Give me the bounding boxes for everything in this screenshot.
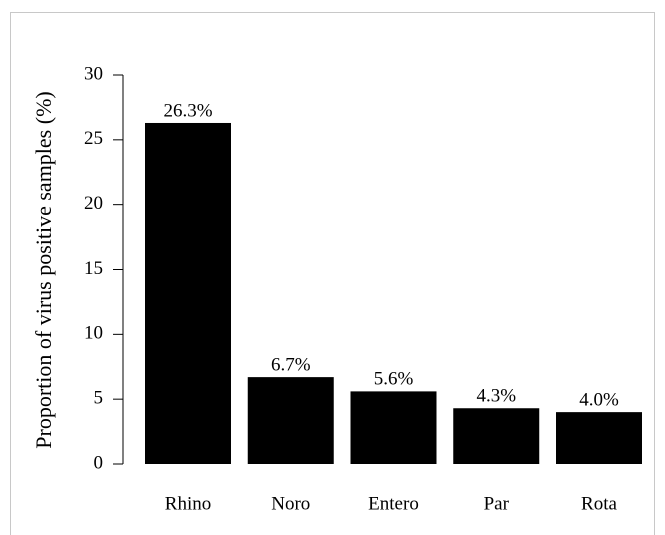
y-tick-label: 5 [94,388,104,409]
x-tick-label: Rhino [165,493,211,514]
y-tick-label: 15 [84,258,103,279]
value-label: 4.3% [476,386,516,407]
x-tick-label: Entero [368,493,419,514]
x-tick-label: Noro [271,493,310,514]
bar [453,408,540,464]
y-axis-label: Proportion of virus positive samples (%) [31,91,56,448]
y-tick-label: 30 [84,63,103,84]
y-tick-label: 10 [84,323,103,344]
bar [350,391,437,464]
bar [145,122,231,464]
value-label: 5.6% [374,369,414,390]
value-label: 26.3% [163,100,212,121]
bar [556,412,642,464]
y-tick-label: 25 [84,128,103,149]
value-label: 4.0% [579,389,619,410]
y-tick-label: 20 [84,193,103,214]
frame [10,12,655,535]
x-tick-label: Rota [581,493,617,514]
bar [247,377,334,464]
y-tick-label: 0 [94,452,104,473]
x-tick-label: Par [484,493,510,514]
value-label: 6.7% [271,354,311,375]
